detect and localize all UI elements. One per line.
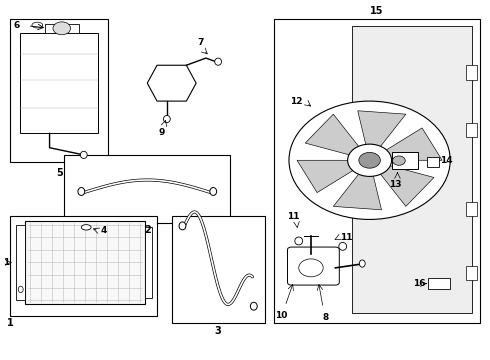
Bar <box>45 24 79 33</box>
Text: 13: 13 <box>389 180 402 189</box>
Text: 11: 11 <box>340 233 353 242</box>
Text: 4: 4 <box>101 226 107 235</box>
Ellipse shape <box>339 242 346 250</box>
Bar <box>466 266 477 280</box>
Text: 7: 7 <box>198 38 204 47</box>
Ellipse shape <box>250 302 257 310</box>
Ellipse shape <box>78 188 85 195</box>
Text: 5: 5 <box>56 168 63 178</box>
Polygon shape <box>373 128 442 160</box>
Bar <box>16 225 25 300</box>
Bar <box>466 202 477 216</box>
Bar <box>172 216 265 323</box>
Ellipse shape <box>163 116 170 123</box>
Text: 9: 9 <box>159 128 165 137</box>
Polygon shape <box>305 114 367 159</box>
Text: 1: 1 <box>7 319 14 328</box>
Bar <box>274 19 480 323</box>
Text: 15: 15 <box>370 6 384 17</box>
Text: 8: 8 <box>322 314 329 323</box>
Bar <box>10 216 157 316</box>
Text: 12: 12 <box>290 96 303 105</box>
Ellipse shape <box>215 58 221 65</box>
Polygon shape <box>358 111 406 157</box>
Bar <box>428 278 450 289</box>
Ellipse shape <box>18 286 23 293</box>
Bar <box>352 26 472 313</box>
Text: 14: 14 <box>441 156 453 165</box>
Text: 3: 3 <box>215 325 221 336</box>
Ellipse shape <box>80 151 87 158</box>
Text: 1: 1 <box>3 258 9 267</box>
Polygon shape <box>333 163 382 210</box>
Polygon shape <box>297 160 366 193</box>
Text: 6: 6 <box>13 21 19 30</box>
Circle shape <box>392 156 405 165</box>
Circle shape <box>359 152 380 168</box>
Bar <box>145 226 152 298</box>
Bar <box>25 221 145 304</box>
Text: 16: 16 <box>413 279 426 288</box>
Bar <box>466 123 477 137</box>
Circle shape <box>53 22 71 35</box>
Text: 2: 2 <box>144 225 150 235</box>
Ellipse shape <box>295 237 303 245</box>
Ellipse shape <box>32 22 43 28</box>
Bar <box>10 19 108 162</box>
Bar <box>64 155 230 223</box>
Text: 10: 10 <box>275 311 288 320</box>
Ellipse shape <box>81 225 91 230</box>
Bar <box>427 157 439 167</box>
Ellipse shape <box>359 260 365 267</box>
Text: 11: 11 <box>287 212 299 221</box>
Circle shape <box>347 144 392 176</box>
FancyBboxPatch shape <box>288 247 339 285</box>
Polygon shape <box>372 162 434 206</box>
Circle shape <box>289 101 450 220</box>
Bar <box>392 152 418 169</box>
Ellipse shape <box>179 222 186 230</box>
Bar <box>466 65 477 80</box>
Ellipse shape <box>210 188 217 195</box>
